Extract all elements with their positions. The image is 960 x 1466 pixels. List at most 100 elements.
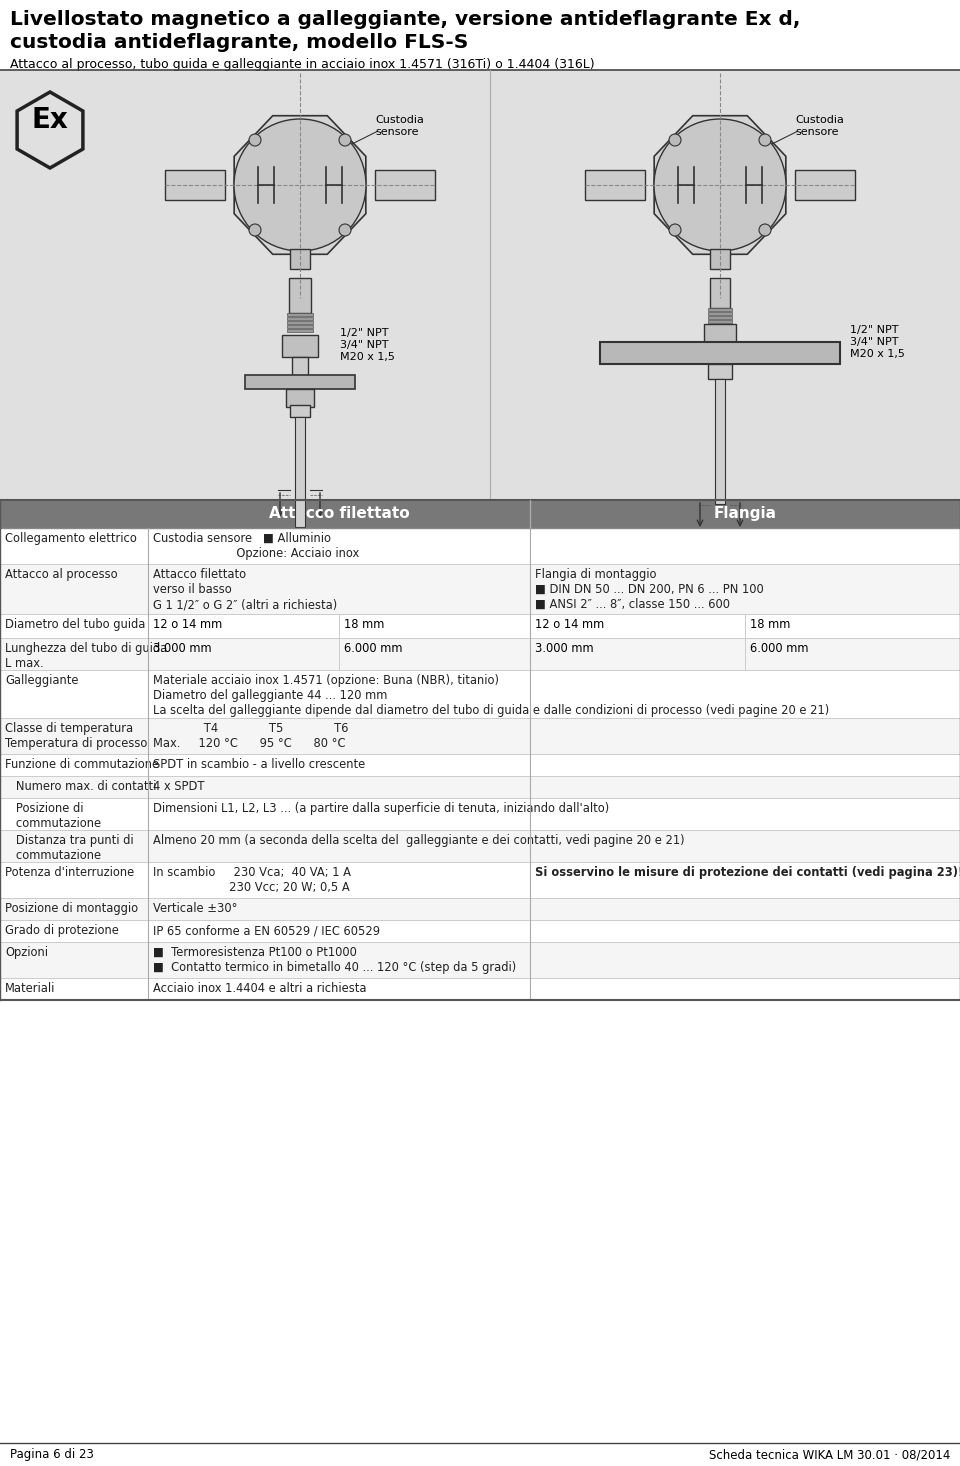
Bar xyxy=(165,170,225,199)
Text: Posizione di
   commutazione: Posizione di commutazione xyxy=(5,802,101,830)
Text: Custodia: Custodia xyxy=(375,114,424,125)
Bar xyxy=(585,170,645,199)
Bar xyxy=(0,899,960,921)
Text: Grado di protezione: Grado di protezione xyxy=(5,924,119,937)
Bar xyxy=(295,416,305,526)
Text: 1/2" NPT: 1/2" NPT xyxy=(850,325,899,336)
Bar xyxy=(287,321,313,324)
Circle shape xyxy=(249,224,261,236)
Bar xyxy=(708,320,732,323)
Text: Flangia di montaggio
■ DIN DN 50 ... DN 200, PN 6 ... PN 100
■ ANSI 2″ ... 8″, c: Flangia di montaggio ■ DIN DN 50 ... DN … xyxy=(535,567,764,611)
Text: In scambio     230 Vca;  40 VA; 1 A
                     230 Vcc; 20 W; 0,5 A: In scambio 230 Vca; 40 VA; 1 A 230 Vcc; … xyxy=(153,866,351,894)
Text: Flangia: Flangia xyxy=(713,506,777,520)
Text: sensore: sensore xyxy=(795,128,838,136)
Bar xyxy=(708,312,732,315)
Bar xyxy=(0,70,960,500)
Polygon shape xyxy=(654,116,786,254)
Text: 12 o 14 mm: 12 o 14 mm xyxy=(153,619,223,630)
Bar xyxy=(0,754,960,776)
Bar xyxy=(245,375,355,388)
Text: 6.000 mm: 6.000 mm xyxy=(344,642,402,655)
Polygon shape xyxy=(234,116,366,254)
Text: Attacco filettato
verso il basso
G 1 1/2″ o G 2″ (altri a richiesta): Attacco filettato verso il basso G 1 1/2… xyxy=(153,567,337,611)
Bar xyxy=(0,564,960,614)
Circle shape xyxy=(249,133,261,147)
Text: 3/4" NPT: 3/4" NPT xyxy=(340,340,389,350)
Text: M20 x 1,5: M20 x 1,5 xyxy=(340,352,395,362)
Bar xyxy=(0,830,960,862)
Bar xyxy=(0,943,960,978)
Text: Scheda tecnica WIKA LM 30.01 · 08/2014: Scheda tecnica WIKA LM 30.01 · 08/2014 xyxy=(708,1448,950,1462)
Text: Ex: Ex xyxy=(32,106,68,133)
Bar xyxy=(0,921,960,943)
Text: Si osservino le misure di protezione dei contatti (vedi pagina 23)!: Si osservino le misure di protezione dei… xyxy=(535,866,960,880)
Text: Pagina 6 di 23: Pagina 6 di 23 xyxy=(10,1448,94,1462)
Text: 18 mm: 18 mm xyxy=(750,619,790,630)
Bar xyxy=(710,279,730,308)
Bar xyxy=(0,638,960,670)
Text: Custodia sensore   ■ Alluminio
                       Opzione: Acciaio inox: Custodia sensore ■ Alluminio Opzione: Ac… xyxy=(153,532,359,560)
Bar xyxy=(286,388,314,408)
Text: Acciaio inox 1.4404 e altri a richiesta: Acciaio inox 1.4404 e altri a richiesta xyxy=(153,982,367,995)
Bar xyxy=(708,308,732,311)
Text: sensore: sensore xyxy=(375,128,419,136)
Text: Classe di temperatura
Temperatura di processo: Classe di temperatura Temperatura di pro… xyxy=(5,721,148,751)
Bar xyxy=(710,249,730,268)
Bar xyxy=(0,776,960,798)
Text: Attacco al processo, tubo guida e galleggiante in acciaio inox 1.4571 (316Ti) o : Attacco al processo, tubo guida e galleg… xyxy=(10,59,594,70)
Text: T4              T5              T6
Max.     120 °C      95 °C      80 °C: T4 T5 T6 Max. 120 °C 95 °C 80 °C xyxy=(153,721,348,751)
Bar xyxy=(600,342,840,364)
Text: Opzioni: Opzioni xyxy=(5,946,48,959)
Text: 1/2" NPT: 1/2" NPT xyxy=(340,328,389,339)
Bar xyxy=(708,364,732,380)
Text: 4 x SPDT: 4 x SPDT xyxy=(153,780,204,793)
Text: Materiali: Materiali xyxy=(5,982,56,995)
Circle shape xyxy=(669,133,681,147)
Text: Verticale ±30°: Verticale ±30° xyxy=(153,902,237,915)
Text: Diametro del tubo guida: Diametro del tubo guida xyxy=(5,619,145,630)
Text: Distanza tra punti di
   commutazione: Distanza tra punti di commutazione xyxy=(5,834,133,862)
Bar xyxy=(375,170,435,199)
Bar xyxy=(0,528,960,564)
Bar xyxy=(0,500,960,528)
Text: Almeno 20 mm (a seconda della scelta del  galleggiante e dei contatti, vedi pagi: Almeno 20 mm (a seconda della scelta del… xyxy=(153,834,684,847)
Bar xyxy=(0,978,960,1000)
Text: Dimensioni L1, L2, L3 ... (a partire dalla superficie di tenuta, iniziando dall': Dimensioni L1, L2, L3 ... (a partire dal… xyxy=(153,802,610,815)
Bar xyxy=(0,718,960,754)
Circle shape xyxy=(339,224,351,236)
Circle shape xyxy=(339,133,351,147)
Bar xyxy=(287,325,313,328)
Bar xyxy=(287,317,313,320)
Text: 12 o 14 mm: 12 o 14 mm xyxy=(535,619,604,630)
Bar xyxy=(715,380,725,504)
Bar xyxy=(292,358,308,377)
Bar xyxy=(0,798,960,830)
Text: Materiale acciaio inox 1.4571 (opzione: Buna (NBR), titanio)
Diametro del galleg: Materiale acciaio inox 1.4571 (opzione: … xyxy=(153,674,829,717)
Text: 3.000 mm: 3.000 mm xyxy=(153,642,211,655)
Text: 3/4" NPT: 3/4" NPT xyxy=(850,337,899,347)
Bar xyxy=(287,314,313,317)
Bar xyxy=(282,336,318,358)
Circle shape xyxy=(654,119,786,251)
Text: custodia antideflagrante, modello FLS-S: custodia antideflagrante, modello FLS-S xyxy=(10,34,468,51)
Bar xyxy=(289,279,311,314)
Bar xyxy=(0,670,960,718)
Text: Potenza d'interruzione: Potenza d'interruzione xyxy=(5,866,134,880)
Text: Attacco al processo: Attacco al processo xyxy=(5,567,118,581)
Circle shape xyxy=(234,119,366,251)
Circle shape xyxy=(669,224,681,236)
Text: IP 65 conforme a EN 60529 / IEC 60529: IP 65 conforme a EN 60529 / IEC 60529 xyxy=(153,924,380,937)
Bar xyxy=(0,862,960,899)
Text: ■  Termoresistenza Pt100 o Pt1000
■  Contatto termico in bimetallo 40 ... 120 °C: ■ Termoresistenza Pt100 o Pt1000 ■ Conta… xyxy=(153,946,516,973)
Text: SPDT in scambio - a livello crescente: SPDT in scambio - a livello crescente xyxy=(153,758,365,771)
Bar xyxy=(708,317,732,320)
Text: Collegamento elettrico: Collegamento elettrico xyxy=(5,532,137,545)
Circle shape xyxy=(759,224,771,236)
Text: Livellostato magnetico a galleggiante, versione antideflagrante Ex d,: Livellostato magnetico a galleggiante, v… xyxy=(10,10,801,29)
Text: M20 x 1,5: M20 x 1,5 xyxy=(850,349,905,359)
Text: 3.000 mm: 3.000 mm xyxy=(535,642,593,655)
Text: 6.000 mm: 6.000 mm xyxy=(750,642,808,655)
Bar xyxy=(795,170,855,199)
Text: Galleggiante: Galleggiante xyxy=(5,674,79,688)
Text: Posizione di montaggio: Posizione di montaggio xyxy=(5,902,138,915)
